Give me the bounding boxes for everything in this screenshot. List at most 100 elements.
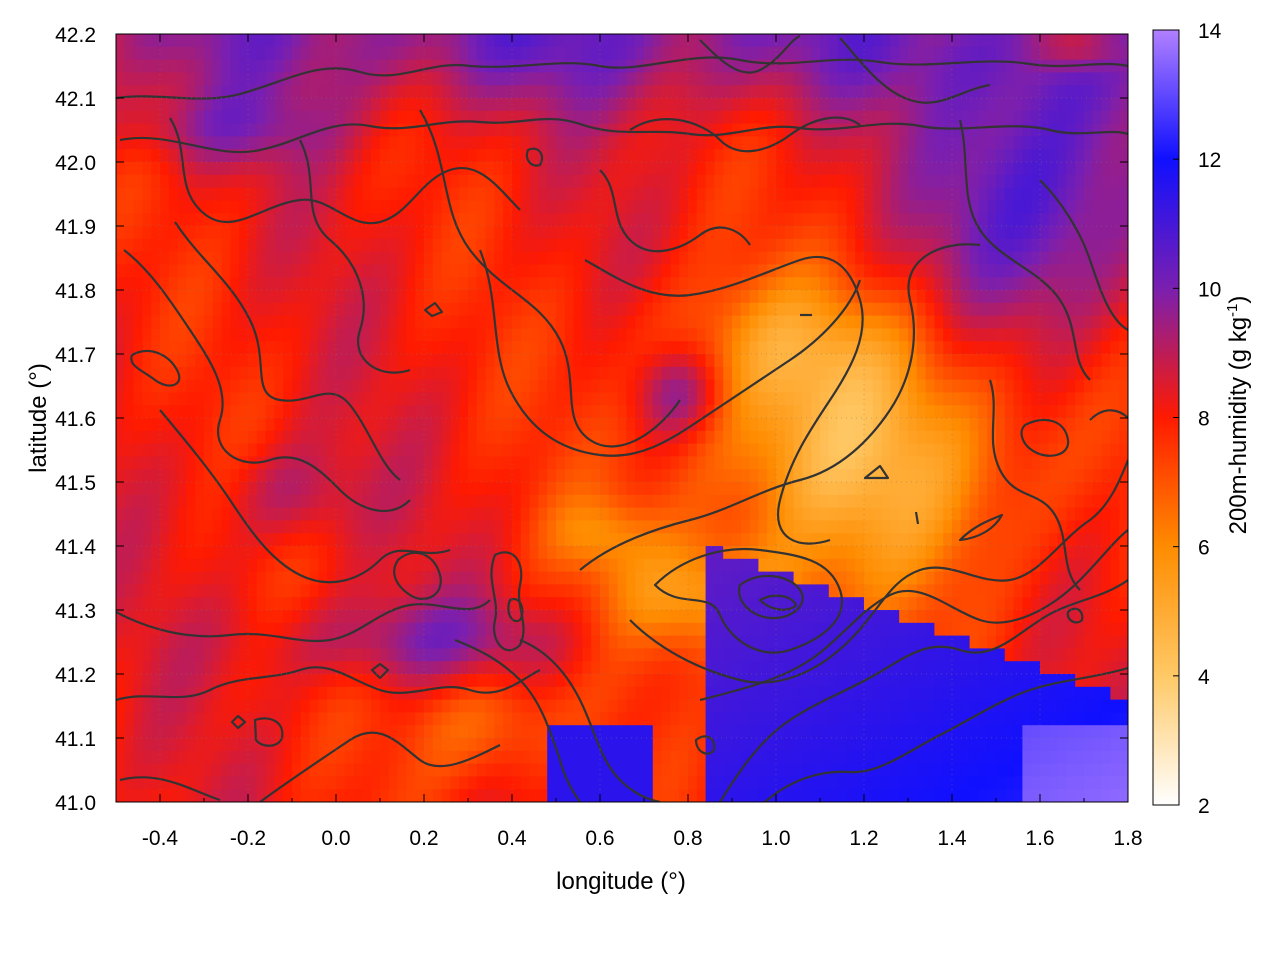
heatmap-cell [758, 571, 768, 585]
heatmap-cell [406, 686, 416, 701]
heatmap-cell [556, 558, 566, 573]
heatmap-cell [432, 315, 443, 329]
heatmap-cell [468, 725, 478, 739]
heatmap-cell [828, 507, 839, 521]
heatmap-cell [248, 750, 258, 765]
heatmap-cell [432, 405, 443, 419]
heatmap-cell [415, 494, 425, 509]
heatmap-cell [195, 264, 205, 278]
heatmap-cell [142, 341, 152, 355]
heatmap-cell [380, 354, 390, 368]
heatmap-cell [661, 149, 671, 163]
heatmap-cell [362, 635, 372, 649]
heatmap-cell [468, 558, 478, 573]
heatmap-cell [124, 725, 135, 739]
heatmap-cell [388, 392, 399, 406]
heatmap-cell [696, 72, 707, 86]
heatmap-cell [388, 136, 399, 150]
heatmap-cell [837, 520, 847, 534]
heatmap-cell [371, 622, 381, 637]
heatmap-cell [292, 354, 302, 368]
heatmap-cell [283, 725, 293, 739]
heatmap-cell [626, 494, 636, 509]
heatmap-cell [168, 674, 179, 688]
heatmap-cell [151, 302, 161, 317]
heatmap-cell [204, 315, 214, 329]
heatmap-cell [670, 725, 680, 739]
heatmap-cell [239, 622, 249, 637]
heatmap-cell [124, 674, 135, 688]
heatmap-cell [820, 635, 830, 649]
heatmap-cell [740, 533, 751, 547]
heatmap-cell [538, 469, 548, 483]
heatmap-cell [740, 392, 751, 406]
heatmap-cell [556, 533, 566, 547]
heatmap-cell [397, 366, 407, 381]
heatmap-cell [608, 354, 619, 368]
heatmap-cell [344, 405, 355, 419]
heatmap-cell [212, 200, 223, 214]
heatmap-cell [556, 392, 566, 406]
heatmap-cell [758, 302, 768, 317]
heatmap-cell [608, 98, 619, 112]
heatmap-cell [529, 174, 539, 189]
heatmap-cell [256, 392, 267, 406]
heatmap-cell [133, 648, 143, 662]
heatmap-cell [547, 610, 557, 624]
heatmap-cell [283, 98, 293, 112]
heatmap-cell [468, 149, 478, 163]
heatmap-cell [177, 366, 187, 381]
heatmap-cell [837, 610, 847, 624]
heatmap-cell [696, 635, 707, 649]
heatmap-cell [820, 302, 830, 317]
heatmap-cell [802, 699, 812, 713]
heatmap-cell [837, 328, 847, 342]
heatmap-cell [160, 187, 170, 201]
heatmap-cell [547, 418, 557, 432]
heatmap-cell [371, 110, 381, 125]
heatmap-cell [239, 558, 249, 573]
heatmap-cell [388, 430, 399, 445]
heatmap-cell [124, 226, 135, 240]
heatmap-cell [714, 507, 724, 521]
heatmap-cell [520, 72, 531, 86]
heatmap-cell [221, 738, 231, 752]
heatmap-cell [177, 469, 187, 483]
heatmap-cell [644, 110, 654, 125]
heatmap-cell [573, 162, 583, 176]
heatmap-cell [177, 277, 187, 291]
heatmap-cell [811, 430, 821, 445]
heatmap-cell [767, 277, 777, 291]
heatmap-cell [151, 251, 161, 265]
heatmap-cell [160, 149, 170, 163]
heatmap-cell [820, 558, 830, 573]
heatmap-cell [749, 597, 759, 611]
heatmap-cell [485, 533, 495, 547]
heatmap-cell [705, 366, 715, 381]
heatmap-cell [837, 584, 847, 598]
heatmap-cell [300, 443, 311, 457]
heatmap-cell [828, 750, 839, 765]
heatmap-cell [749, 149, 759, 163]
heatmap-cell [661, 661, 671, 675]
heatmap-cell [300, 648, 311, 662]
heatmap-cell [811, 558, 821, 573]
heatmap-cell [353, 738, 363, 752]
heatmap-cell [248, 763, 258, 777]
heatmap-cell [811, 251, 821, 265]
heatmap-cell [556, 302, 566, 317]
heatmap-cell [133, 379, 143, 393]
heatmap-cell [802, 226, 812, 240]
heatmap-cell [248, 686, 258, 701]
heatmap-cell [116, 379, 126, 393]
heatmap-cell [468, 469, 478, 483]
heatmap-cell [705, 661, 715, 675]
heatmap-cell [432, 238, 443, 253]
heatmap-cell [318, 98, 328, 112]
heatmap-cell [591, 725, 601, 739]
heatmap-cell [388, 238, 399, 253]
heatmap-cell [230, 443, 240, 457]
heatmap-cell [336, 674, 346, 688]
heatmap-cell [362, 482, 372, 496]
heatmap-cell [230, 725, 240, 739]
